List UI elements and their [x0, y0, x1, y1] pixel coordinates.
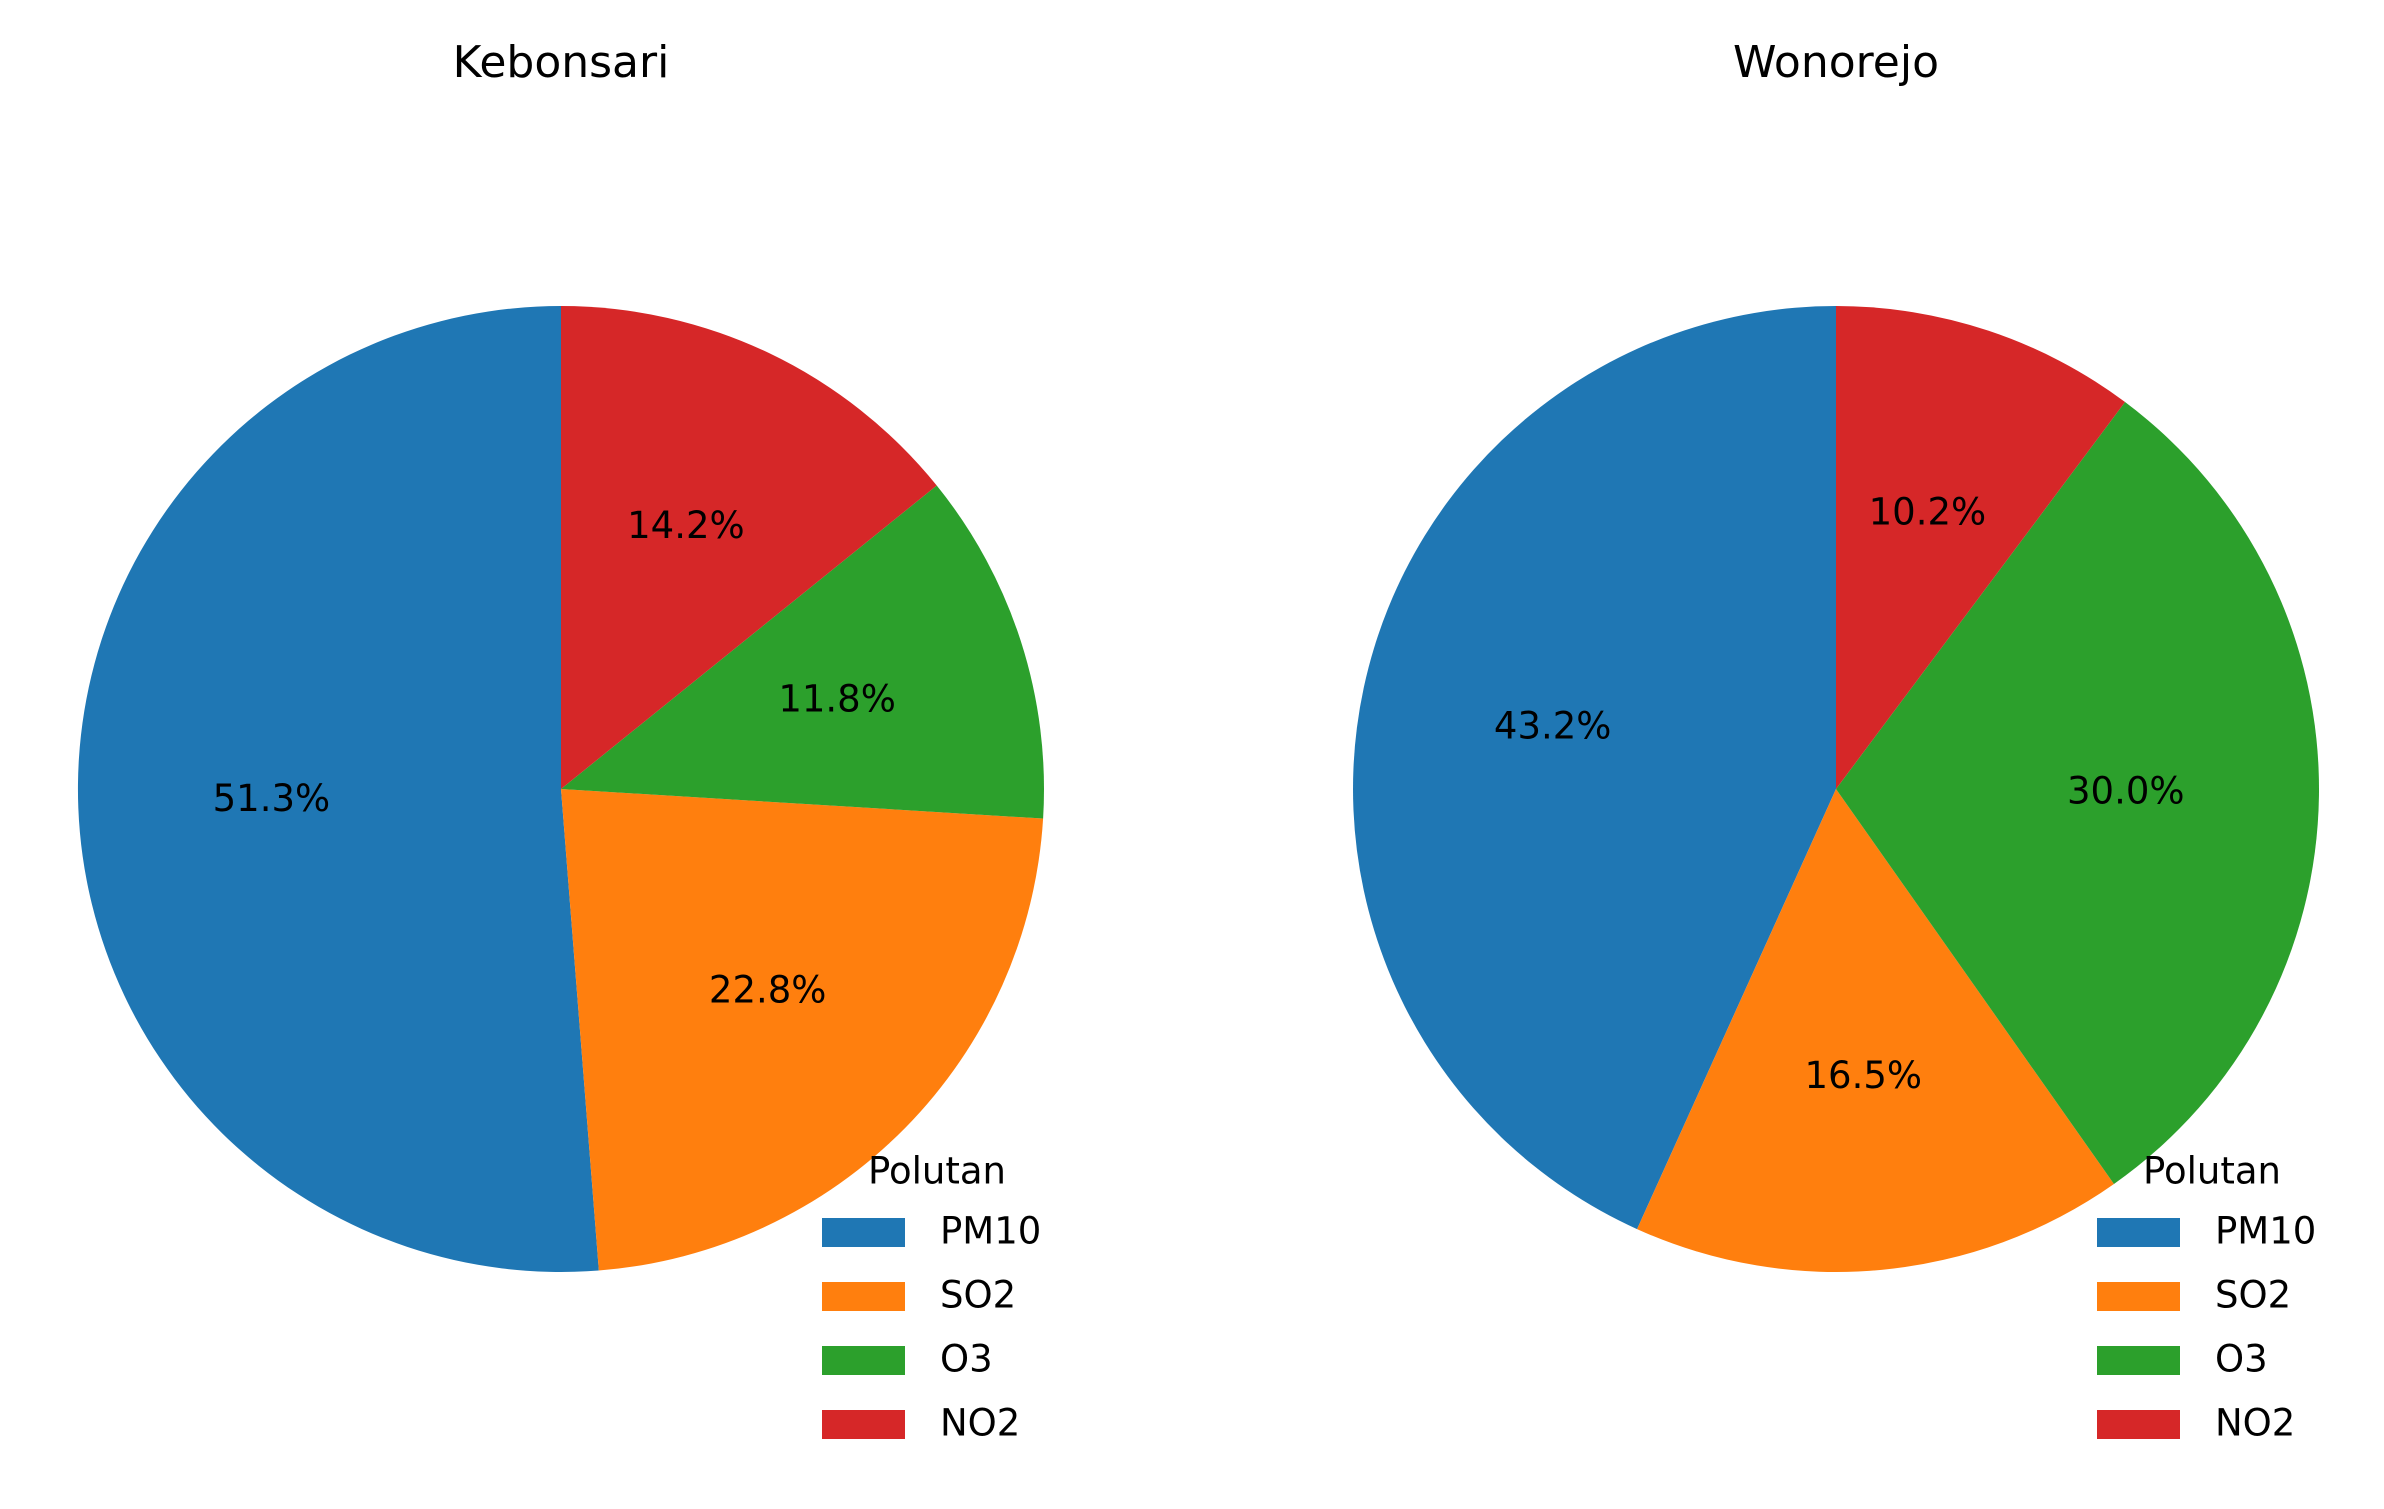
legend-swatch-o3 [2097, 1346, 2180, 1375]
legend-label-so2: SO2 [2215, 1274, 2291, 1317]
chart-title: Kebonsari [453, 37, 670, 88]
slice-label-pm10: 51.3% [213, 777, 331, 820]
legend-swatch-no2 [2097, 1410, 2180, 1439]
pie-slice-so2 [561, 789, 1044, 1271]
slice-label-pm10: 43.2% [1494, 704, 1612, 747]
legend-swatch-pm10 [2097, 1218, 2180, 1247]
legend-swatch-so2 [822, 1282, 905, 1311]
pie-chart-wonorejo: Wonorejo 43.2% 16.5% 30.0% 10.2% Polutan PM10 S… [1353, 37, 2320, 1445]
legend-label-pm10: PM10 [2215, 1210, 2316, 1253]
pie-slice-o3 [561, 485, 1045, 819]
slice-label-so2: 22.8% [709, 969, 827, 1012]
pie-slice-no2 [1836, 306, 2126, 789]
slice-label-o3: 30.0% [2067, 770, 2185, 813]
pie-slice-pm10 [1353, 306, 1836, 1230]
legend-title: Polutan [868, 1150, 1006, 1193]
legend-swatch-so2 [2097, 1282, 2180, 1311]
pie-slice-no2 [561, 306, 937, 789]
legend: Polutan PM10 SO2 O3 NO2 [822, 1150, 1041, 1445]
legend-label-o3: O3 [2215, 1338, 2268, 1381]
legend-label-no2: NO2 [940, 1402, 1020, 1445]
legend: Polutan PM10 SO2 O3 NO2 [2097, 1150, 2316, 1445]
slice-label-so2: 16.5% [1805, 1054, 1923, 1097]
legend-swatch-no2 [822, 1410, 905, 1439]
pie-chart-kebonsari: Kebonsari 51.3% 22.8% 11.8% 14.2% Polutan PM10… [77, 37, 1045, 1445]
pie-slice-pm10 [77, 306, 599, 1273]
pie-slice-o3 [1836, 402, 2320, 1184]
legend-label-pm10: PM10 [940, 1210, 1041, 1253]
legend-label-so2: SO2 [940, 1274, 1016, 1317]
legend-label-no2: NO2 [2215, 1402, 2295, 1445]
legend-swatch-o3 [822, 1346, 905, 1375]
chart-title: Wonorejo [1733, 37, 1939, 88]
slice-label-no2: 14.2% [627, 504, 745, 547]
slice-label-no2: 10.2% [1869, 491, 1987, 534]
legend-label-o3: O3 [940, 1338, 993, 1381]
slice-label-o3: 11.8% [778, 677, 896, 720]
legend-title: Polutan [2143, 1150, 2281, 1193]
pie-slice-so2 [1637, 789, 2114, 1273]
legend-swatch-pm10 [822, 1218, 905, 1247]
